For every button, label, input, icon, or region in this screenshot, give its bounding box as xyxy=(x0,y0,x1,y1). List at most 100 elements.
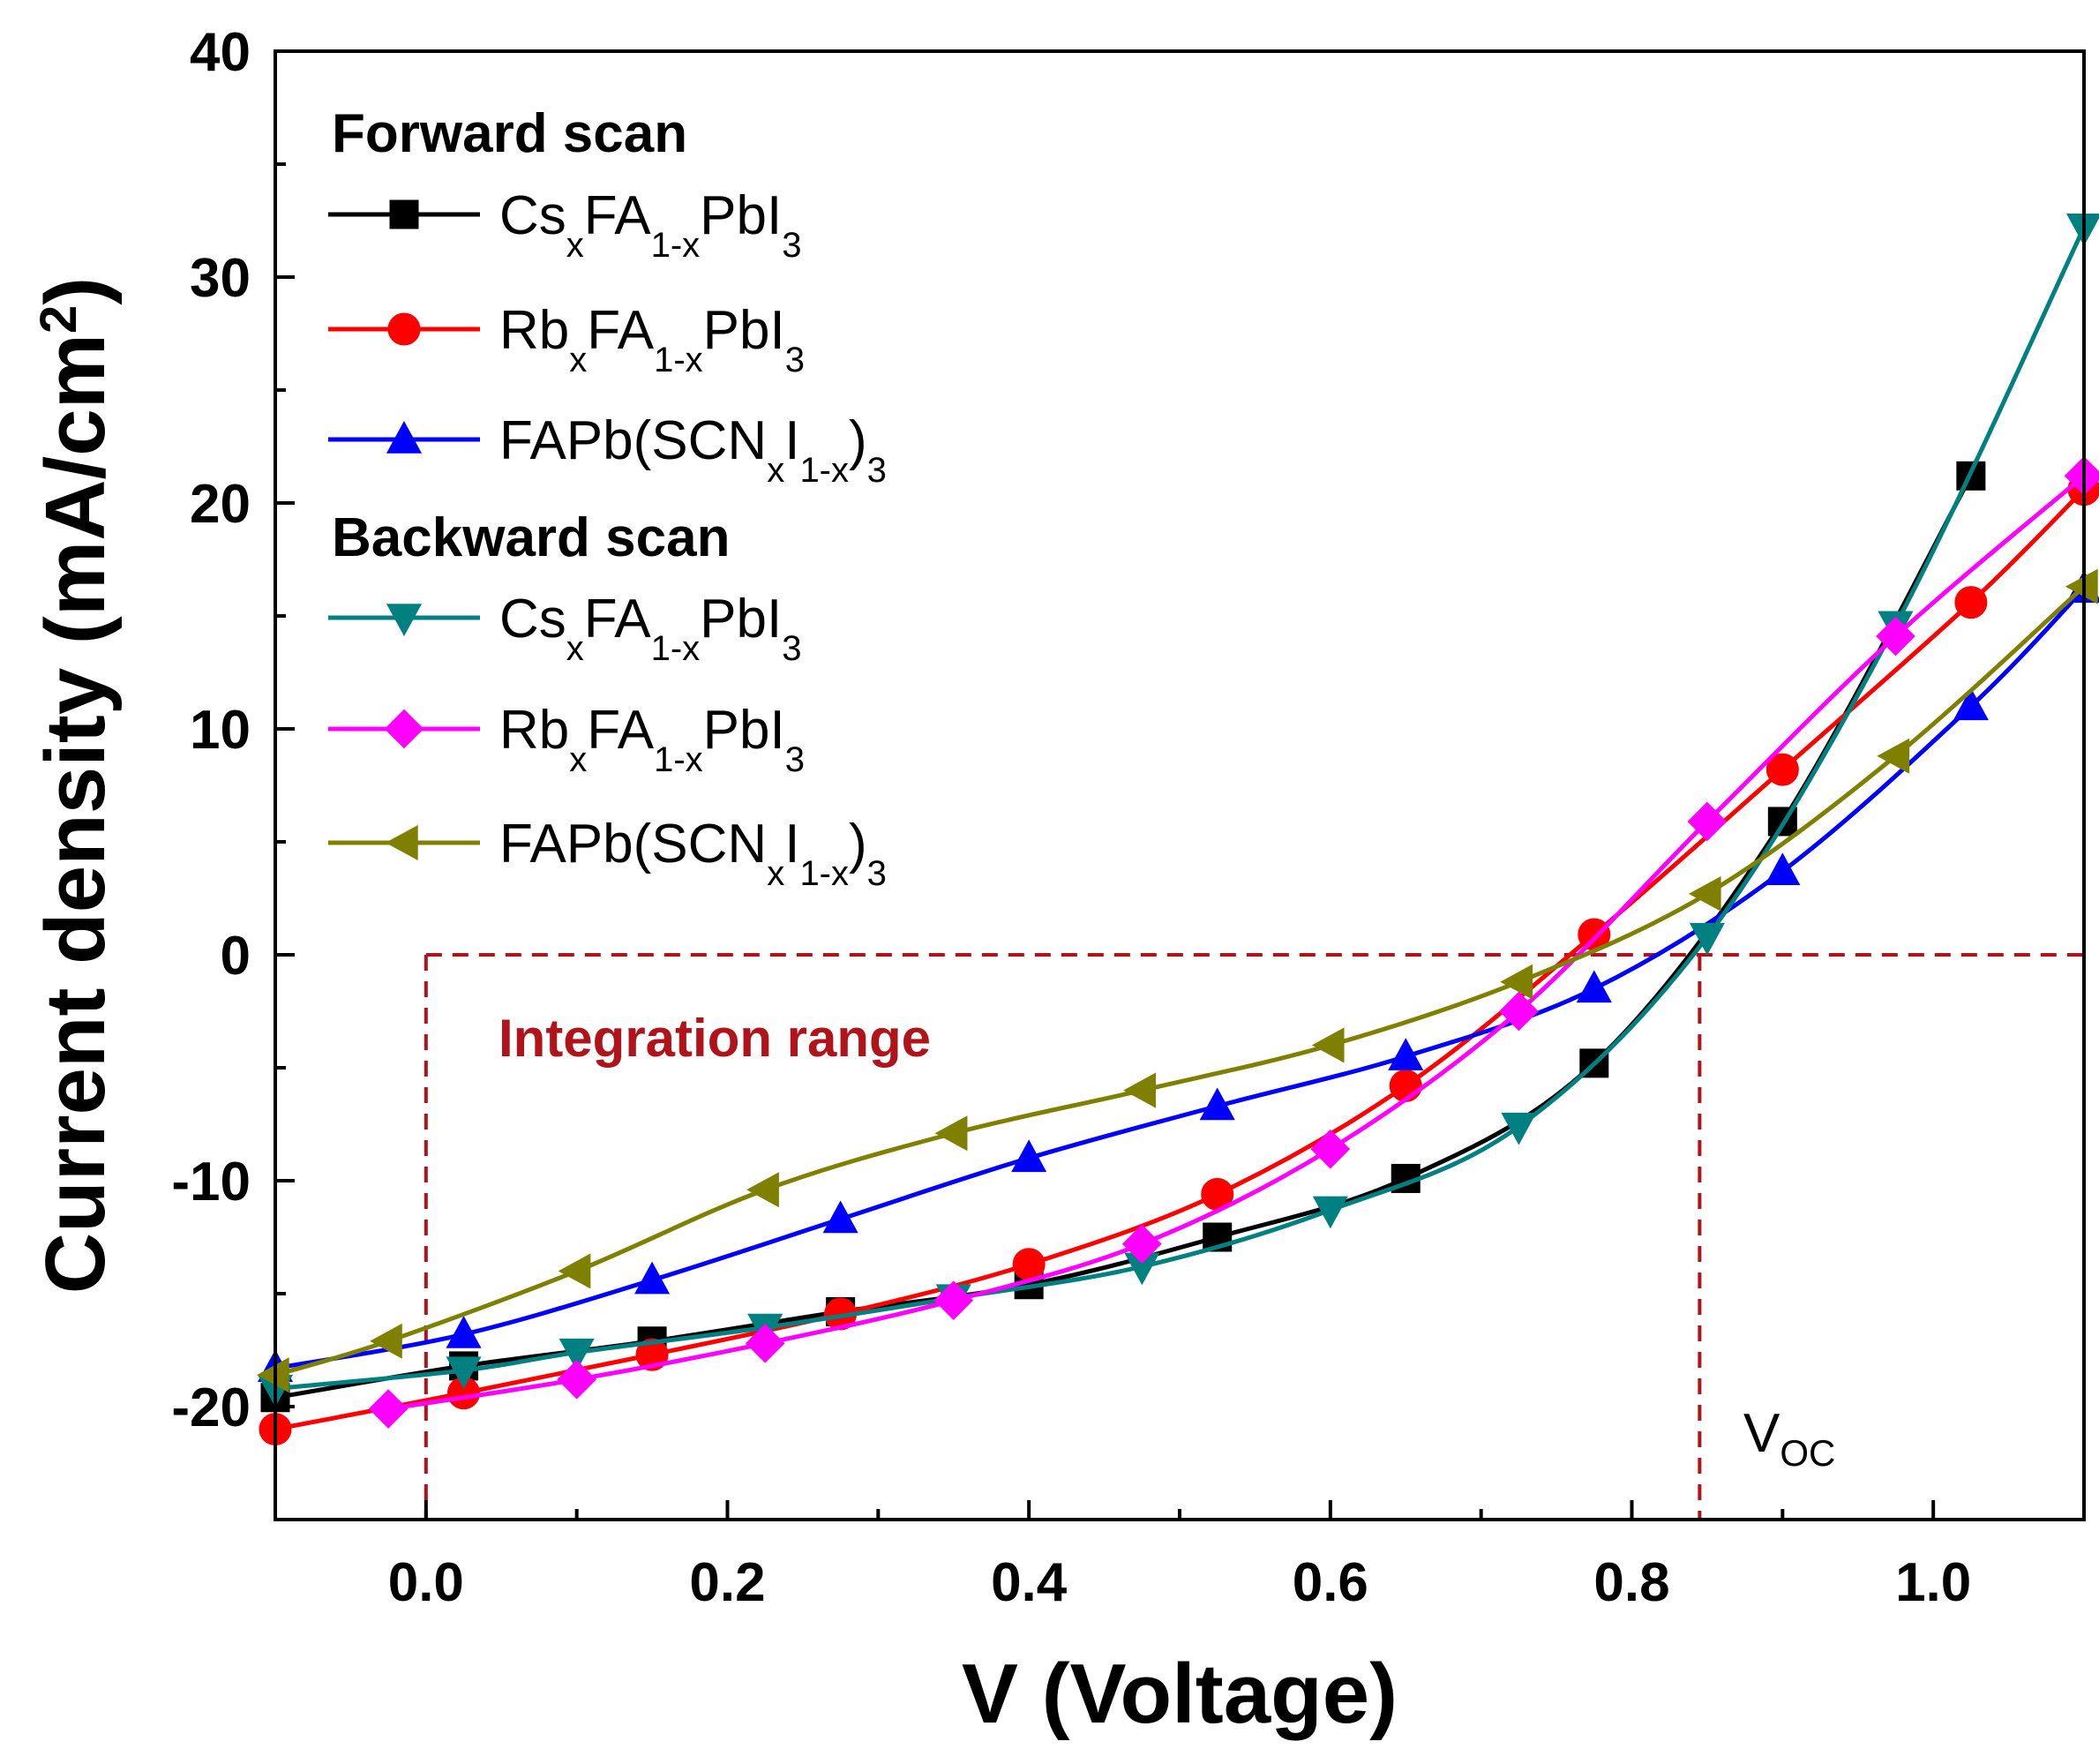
legend-label-part: FA xyxy=(584,589,651,649)
data-point xyxy=(386,604,423,637)
series-line xyxy=(387,474,2086,1412)
legend-label: CsxFA1-xPbI3 xyxy=(499,185,801,265)
legend-label-part: I xyxy=(784,814,799,874)
data-point xyxy=(933,1280,974,1320)
data-point xyxy=(1011,1139,1047,1173)
data-point xyxy=(1953,687,1989,721)
data-point xyxy=(558,1253,591,1289)
data-point xyxy=(745,1324,785,1363)
legend-label-part: PbI xyxy=(703,300,785,361)
data-point xyxy=(634,1261,671,1295)
data-point xyxy=(370,1323,402,1359)
voc-label: VOC xyxy=(1743,1403,1835,1474)
y-tick-label: -10 xyxy=(171,1152,251,1212)
y-tick-label: 0 xyxy=(221,926,251,987)
legend-entry: RbxFA1-xPbI3 xyxy=(328,700,805,779)
data-point xyxy=(2065,568,2098,604)
y-tick-label: 20 xyxy=(190,474,251,535)
legend-label-part: x xyxy=(569,740,587,779)
data-point xyxy=(446,1356,482,1390)
legend-label-part: x xyxy=(767,854,784,893)
data-point xyxy=(1311,1027,1345,1063)
ticks-layer: 0.0 0.2 0.4 0.6 0.8 1.0 -20 -10 0 10 20 30 40 xyxy=(171,22,2086,1613)
legend-label-part: x xyxy=(569,341,587,379)
legend-label-part: 3 xyxy=(782,629,801,668)
legend-label: CsxFA1-xPbI3 xyxy=(499,589,801,668)
legend-entry: RbxFA1-xPbI3 xyxy=(328,300,805,379)
legend-label-part: 1-x xyxy=(651,629,701,668)
annotation-layer xyxy=(424,953,2084,1520)
x-axis-title: V (Voltage) xyxy=(962,1647,1398,1741)
data-point xyxy=(1765,753,1799,786)
legend-label-part: FAPb(SCN xyxy=(499,410,767,471)
legend: Forward scanCsxFA1-xPbI3RbxFA1-xPbI3FAPb… xyxy=(328,103,887,893)
data-point xyxy=(386,420,423,454)
x-tick-label: 0.2 xyxy=(689,1552,765,1613)
legend-label-part: x xyxy=(566,226,584,265)
x-tick-label: 0.4 xyxy=(991,1552,1068,1613)
voc-label-main: V xyxy=(1743,1403,1780,1464)
data-point xyxy=(1123,1072,1156,1108)
integration-range-label: Integration range xyxy=(499,1009,931,1068)
data-point xyxy=(446,1316,482,1348)
y-axis-title-base: Current density (mA/cm xyxy=(28,334,123,1294)
series-2 xyxy=(257,570,2099,1383)
y-tick-label: 40 xyxy=(190,22,251,83)
legend-label-part: 3 xyxy=(785,341,805,379)
y-tick-label: 30 xyxy=(190,248,251,309)
data-point xyxy=(368,1389,409,1429)
series-layer xyxy=(256,213,2099,1446)
legend-label-part: Cs xyxy=(499,589,566,649)
legend-label-part: FA xyxy=(587,300,654,361)
data-point xyxy=(1388,1038,1424,1070)
legend-label-part: FA xyxy=(584,185,651,246)
voc-label-sub: OC xyxy=(1780,1432,1835,1474)
legend-label-part: PbI xyxy=(703,700,785,761)
legend-label-part: 1-x xyxy=(651,226,701,265)
data-point xyxy=(822,1200,858,1234)
legend-label-part: x xyxy=(566,629,584,668)
data-point xyxy=(1312,1196,1348,1229)
legend-entry: CsxFA1-xPbI3 xyxy=(328,185,801,265)
legend-heading: Backward scan xyxy=(332,507,730,568)
x-tick-label: 0.0 xyxy=(388,1552,464,1613)
legend-label-part: Rb xyxy=(499,700,569,761)
legend-label-part: 3 xyxy=(782,226,801,265)
data-point xyxy=(558,1338,595,1371)
legend-label-part: I xyxy=(784,410,799,471)
legend-label-part: Rb xyxy=(499,300,569,361)
legend-label-part: 3 xyxy=(785,740,805,779)
data-point xyxy=(1121,1224,1162,1264)
legend-label-part: 3 xyxy=(867,854,887,893)
legend-label-part: 1-x xyxy=(799,854,849,893)
data-point xyxy=(256,1357,289,1393)
data-point xyxy=(1688,875,1721,912)
y-tick-label: 10 xyxy=(190,700,251,761)
series-line xyxy=(274,584,2086,1377)
legend-entry: CsxFA1-xPbI3 xyxy=(328,589,801,668)
legend-label: FAPb(SCNxI1-x)3 xyxy=(499,814,887,893)
data-point xyxy=(1954,586,1988,619)
data-point xyxy=(1576,970,1612,1003)
y-tick-label: -20 xyxy=(171,1377,251,1438)
legend-heading: Forward scan xyxy=(332,103,687,164)
legend-entry: FAPb(SCNxI1-x)3 xyxy=(328,410,887,490)
series-line xyxy=(274,487,2086,1432)
plot-frame xyxy=(274,49,2086,1521)
legend-label-part: ) xyxy=(849,410,867,471)
series-4 xyxy=(368,455,2099,1429)
x-tick-label: 0.6 xyxy=(1293,1552,1368,1613)
data-point xyxy=(557,1359,596,1400)
legend-label: RbxFA1-xPbI3 xyxy=(499,300,805,379)
data-point xyxy=(934,1115,968,1152)
legend-label: RbxFA1-xPbI3 xyxy=(499,700,805,779)
legend-label-part: PbI xyxy=(700,589,782,649)
data-point xyxy=(746,1172,779,1208)
legend-label-part: PbI xyxy=(700,185,782,246)
legend-label-part: 3 xyxy=(867,451,887,490)
x-tick-label: 1.0 xyxy=(1895,1552,1971,1613)
data-point xyxy=(1501,1112,1537,1145)
data-point xyxy=(1765,852,1801,885)
legend-label-part: x xyxy=(767,451,784,490)
